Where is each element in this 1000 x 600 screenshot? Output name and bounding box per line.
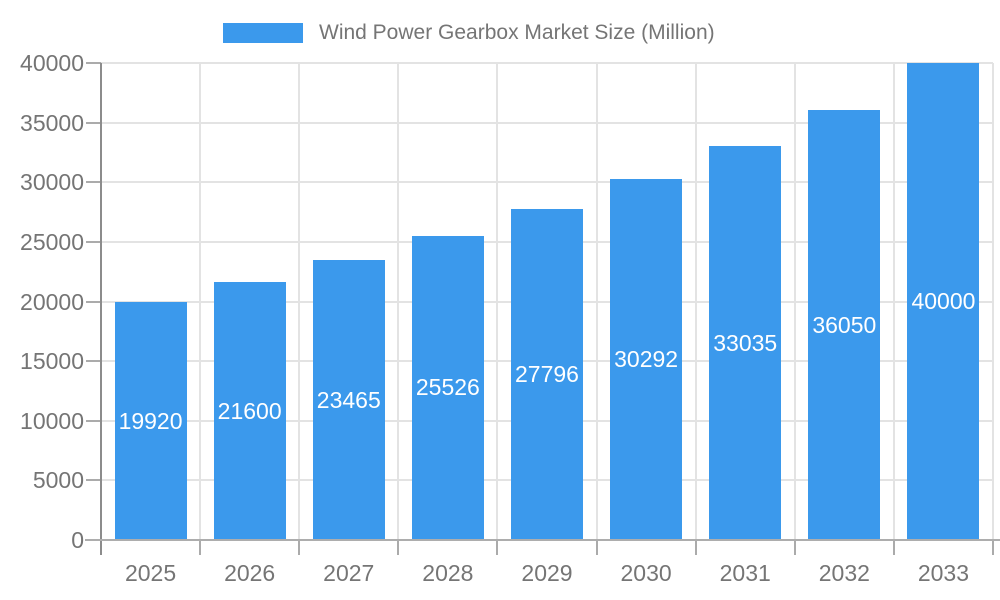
y-axis-tick [86, 360, 101, 363]
y-tick-label: 15000 [20, 348, 84, 375]
x-tick-label: 2033 [917, 560, 970, 586]
x-axis-tick [595, 540, 598, 555]
x-axis-tick [298, 540, 301, 555]
x-axis-tick [793, 540, 796, 555]
x-tick-label: 2027 [323, 560, 375, 586]
x-axis-tick [496, 540, 499, 555]
x-axis-tick [397, 540, 400, 555]
grid-line-horizontal [101, 121, 993, 124]
legend[interactable]: Wind Power Gearbox Market Size (Million) [223, 13, 715, 53]
bar[interactable]: 36050 [808, 110, 881, 540]
bar[interactable]: 23465 [312, 260, 385, 540]
bar[interactable]: 27796 [511, 208, 583, 540]
y-axis-tick [86, 300, 101, 303]
y-axis-line [100, 63, 102, 555]
x-tick-label: 2025 [124, 560, 177, 586]
y-tick-label: 5000 [32, 467, 84, 494]
bar-value-label: 21600 [217, 397, 282, 424]
grid-line-vertical [793, 63, 796, 540]
grid-line-vertical [199, 63, 202, 540]
x-tick-label: 2028 [422, 560, 474, 586]
bar[interactable]: 21600 [213, 282, 286, 540]
bar-value-label: 30292 [614, 345, 679, 372]
grid-line-vertical [992, 63, 994, 540]
x-tick-label: 2031 [719, 560, 771, 586]
bar-value-label: 27796 [515, 360, 579, 387]
y-axis-tick [86, 479, 101, 482]
x-tick-label: 2026 [224, 560, 276, 586]
bar[interactable]: 25526 [411, 235, 484, 540]
bar[interactable]: 40000 [907, 63, 980, 540]
bar-value-label: 33035 [713, 329, 778, 356]
y-tick-label: 40000 [20, 50, 84, 76]
y-axis-tick [86, 62, 101, 64]
x-tick-label: 2032 [818, 560, 870, 586]
bar-value-label: 19920 [118, 407, 183, 434]
grid-line-vertical [595, 63, 598, 540]
x-axis-tick [892, 540, 895, 555]
bar[interactable]: 19920 [114, 302, 187, 540]
bar-value-label: 23465 [316, 386, 381, 413]
x-axis-tick [199, 540, 202, 555]
y-tick-label: 30000 [20, 169, 84, 196]
x-axis-tick [694, 540, 697, 555]
y-axis-tick [86, 121, 101, 124]
bar-value-label: 25526 [415, 374, 480, 401]
grid-line-horizontal [101, 62, 993, 64]
grid-line-vertical [397, 63, 400, 540]
grid-line-vertical [694, 63, 697, 540]
bar[interactable]: 33035 [709, 146, 782, 540]
y-axis-tick [86, 181, 101, 184]
x-axis-line [85, 539, 1000, 541]
y-tick-label: 10000 [20, 407, 84, 434]
grid-line-vertical [892, 63, 895, 540]
x-tick-label: 2030 [620, 560, 672, 586]
y-tick-label: 25000 [20, 228, 84, 255]
grid-line-vertical [298, 63, 301, 540]
y-axis-tick [86, 240, 101, 243]
grid-line-vertical [496, 63, 499, 540]
legend-swatch[interactable] [223, 23, 303, 43]
y-tick-label: 0 [71, 527, 84, 553]
bar[interactable]: 30292 [610, 178, 683, 540]
bar-value-label: 40000 [911, 288, 976, 314]
legend-label[interactable]: Wind Power Gearbox Market Size (Million) [319, 21, 715, 44]
y-tick-label: 35000 [20, 109, 84, 136]
y-tick-label: 20000 [20, 288, 84, 315]
grid-line-horizontal [101, 181, 993, 184]
y-axis-tick [86, 419, 101, 422]
bar-value-label: 36050 [812, 311, 877, 338]
x-tick-label: 2029 [521, 560, 573, 586]
x-axis-tick [992, 540, 994, 555]
